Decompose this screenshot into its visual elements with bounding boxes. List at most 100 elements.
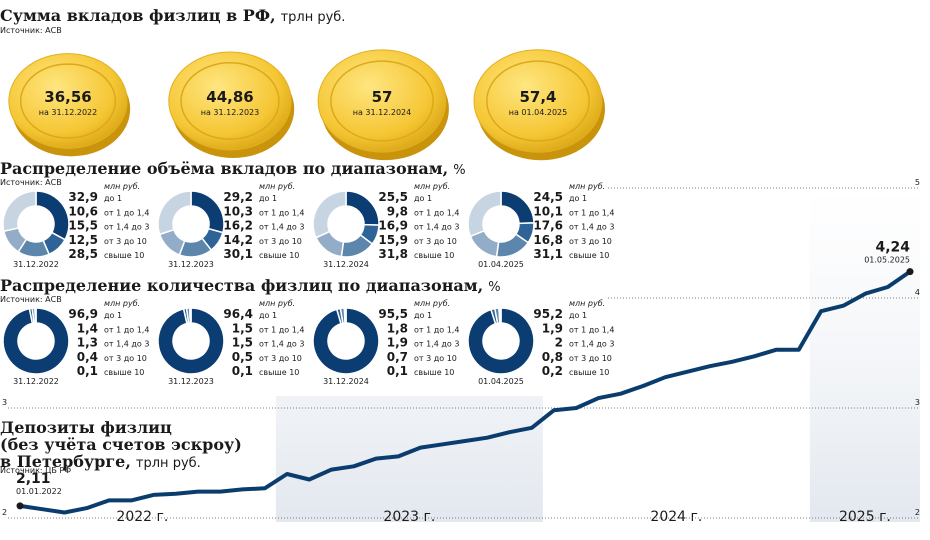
- date-label: 31.12.2022: [13, 377, 59, 386]
- range-label: свыше 10: [569, 368, 609, 377]
- legend-title: млн руб.: [569, 299, 605, 308]
- range-label: свыше 10: [104, 251, 144, 260]
- unit: трлн руб.: [136, 456, 201, 471]
- donut-segment: [312, 190, 347, 239]
- value-label: 14,2: [223, 233, 253, 247]
- value-label: 30,1: [223, 247, 253, 261]
- range-label: от 3 до 10: [569, 354, 612, 363]
- range-label: от 1,4 до 3: [569, 340, 614, 349]
- point: [16, 502, 24, 510]
- range-label: от 1 до 1,4: [259, 208, 304, 217]
- range-label: до 1: [569, 194, 587, 203]
- section-title: Сумма вкладов физлиц в РФ, трлн руб.: [0, 6, 345, 25]
- range-label: от 1,4 до 3: [414, 340, 459, 349]
- range-label: от 3 до 10: [414, 237, 457, 246]
- value-label: 15,9: [378, 233, 408, 247]
- range-label: до 1: [259, 311, 277, 320]
- donut-segment: [467, 307, 535, 375]
- value-label: 24,5: [533, 190, 563, 204]
- range-label: от 1,4 до 3: [259, 223, 304, 232]
- donut-segment: [467, 190, 502, 238]
- date-label: 01.05.2025: [864, 256, 910, 265]
- value-label: 16,2: [223, 219, 253, 233]
- title-text: Депозиты физлиц: [0, 418, 172, 437]
- range-label: от 3 до 10: [569, 237, 612, 246]
- coin: [8, 53, 128, 149]
- coin-rim: [180, 62, 280, 140]
- legend-title: млн руб.: [259, 299, 295, 308]
- date-label: 31.12.2024: [323, 377, 369, 386]
- chart-title: в Петербурге, трлн руб.: [0, 452, 201, 471]
- value-label: 15,5: [68, 219, 98, 233]
- range-label: от 3 до 10: [104, 237, 147, 246]
- chart-title: (без учёта счетов эскроу): [0, 435, 242, 454]
- value-label: 4,24: [875, 240, 910, 256]
- period-label: 2024 г.: [650, 509, 702, 525]
- date-label: 31.12.2022: [13, 260, 59, 269]
- title-text: Распределение количества физлиц по диапа…: [0, 276, 483, 295]
- range-label: от 1 до 1,4: [569, 325, 614, 334]
- range-label: от 1 до 1,4: [104, 325, 149, 334]
- date-label: 31.12.2023: [168, 260, 214, 269]
- value-label: 95,2: [533, 307, 563, 321]
- coin: [473, 49, 603, 153]
- value-label: 96,9: [68, 307, 98, 321]
- value-label: 31,1: [533, 247, 563, 261]
- legend-title: млн руб.: [259, 182, 295, 191]
- legend-title: млн руб.: [414, 182, 450, 191]
- y-tick-label: 3: [2, 398, 7, 407]
- range-label: свыше 10: [259, 368, 299, 377]
- range-label: от 3 до 10: [104, 354, 147, 363]
- y-tick-label: 4: [915, 288, 920, 297]
- period-label: 2022 г.: [116, 509, 168, 525]
- range-label: от 1,4 до 3: [104, 223, 149, 232]
- value-label: 2: [555, 336, 563, 350]
- value-label: 2,11: [16, 471, 51, 487]
- title-text: Распределение объёма вкладов по диапазон…: [0, 159, 448, 178]
- section-title: Распределение объёма вкладов по диапазон…: [0, 159, 466, 178]
- range-label: свыше 10: [414, 368, 454, 377]
- range-label: до 1: [414, 194, 432, 203]
- donut-segment: [157, 190, 192, 236]
- coin-date: на 31.12.2024: [353, 108, 411, 117]
- value-label: 96,4: [223, 307, 253, 321]
- value-label: 0,4: [77, 350, 98, 364]
- date-label: 31.12.2023: [168, 377, 214, 386]
- coin-rim: [330, 60, 434, 142]
- section-title: Распределение количества физлиц по диапа…: [0, 276, 501, 295]
- value-label: 9,8: [387, 204, 408, 218]
- range-label: до 1: [569, 311, 587, 320]
- y-tick-label: 2: [915, 508, 920, 517]
- value-label: 17,6: [533, 219, 563, 233]
- value-label: 1,4: [77, 321, 98, 335]
- coin-date: на 31.12.2023: [201, 108, 259, 117]
- range-label: свыше 10: [569, 251, 609, 260]
- range-label: от 3 до 10: [259, 237, 302, 246]
- coin: [317, 49, 447, 153]
- range-label: от 1 до 1,4: [259, 325, 304, 334]
- range-label: от 3 до 10: [414, 354, 457, 363]
- value-label: 10,1: [533, 204, 563, 218]
- value-label: 1,9: [542, 321, 563, 335]
- value-label: 12,5: [68, 233, 98, 247]
- value-label: 0,1: [232, 364, 253, 378]
- legend-title: млн руб.: [104, 182, 140, 191]
- value-label: 1,5: [232, 336, 253, 350]
- coin-date: на 01.04.2025: [509, 108, 567, 117]
- value-label: 0,2: [542, 364, 563, 378]
- donut-segment: [157, 307, 225, 375]
- legend-title: млн руб.: [414, 299, 450, 308]
- period-label: 2023 г.: [383, 509, 435, 525]
- line: [19, 269, 912, 515]
- unit: %: [488, 280, 500, 295]
- source: Источник: АСВ: [0, 295, 62, 304]
- value-label: 0,1: [387, 364, 408, 378]
- value-label: 1,9: [387, 336, 408, 350]
- value-label: 0,8: [542, 350, 563, 364]
- value-label: 31,8: [378, 247, 408, 261]
- y-tick-label: 5: [915, 178, 920, 187]
- value-label: 95,5: [378, 307, 408, 321]
- title-text: в Петербурге,: [0, 452, 131, 471]
- unit: %: [453, 163, 465, 178]
- coin-value: 57: [372, 88, 393, 106]
